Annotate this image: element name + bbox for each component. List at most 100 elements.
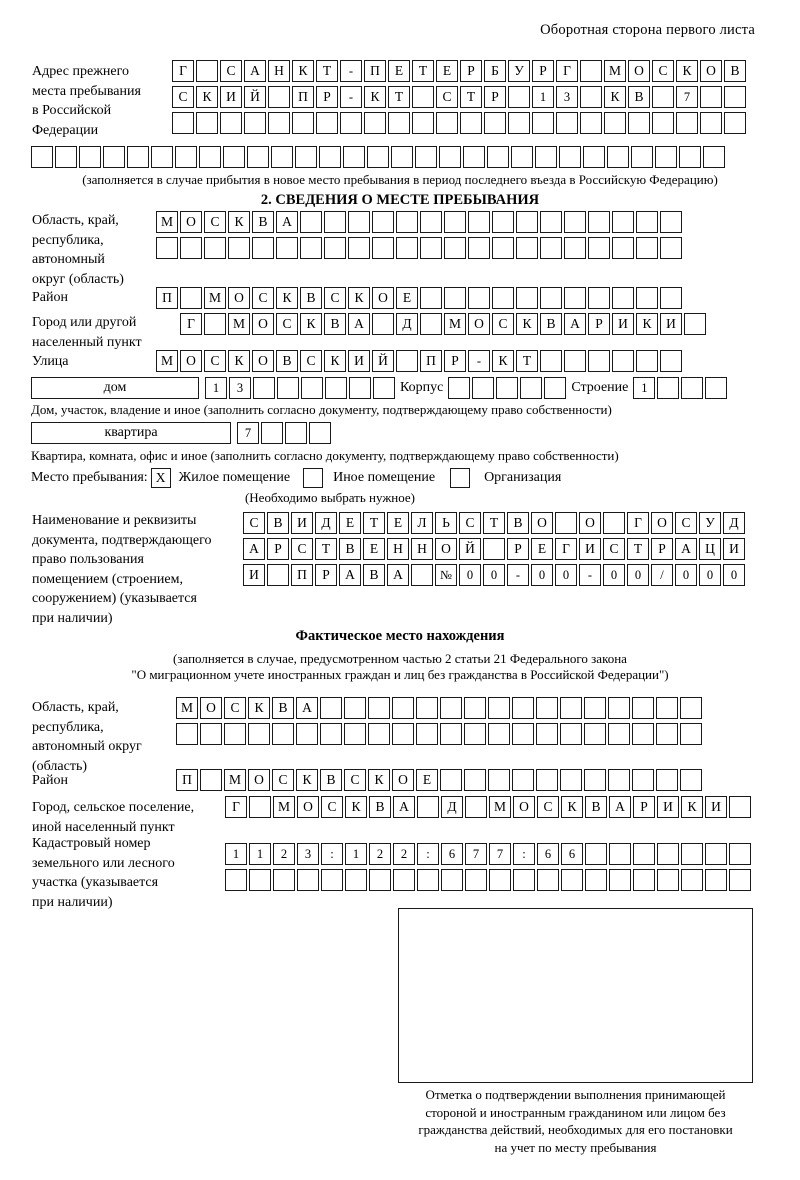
form-cell[interactable] [372,313,394,335]
form-cell[interactable] [705,869,727,891]
form-cell[interactable]: О [248,769,270,791]
form-cell[interactable]: Г [555,538,577,560]
form-cell[interactable] [652,86,674,108]
form-cell[interactable] [196,60,218,82]
form-cell[interactable]: К [296,769,318,791]
form-cell[interactable] [367,146,389,168]
form-cell[interactable] [656,769,678,791]
form-cell[interactable]: А [348,313,370,335]
form-cell[interactable] [388,112,410,134]
form-cell[interactable] [511,146,533,168]
form-cell[interactable]: С [324,287,346,309]
form-cell[interactable]: С [603,538,625,560]
form-cell[interactable] [309,422,331,444]
form-cell[interactable] [321,869,343,891]
form-cell[interactable]: / [651,564,673,586]
form-cell[interactable]: О [513,796,535,818]
form-cell[interactable] [540,350,562,372]
form-cell[interactable]: А [675,538,697,560]
form-cell[interactable] [564,287,586,309]
checkbox-inoe[interactable] [303,468,324,488]
form-cell[interactable]: Р [460,60,482,82]
form-cell[interactable] [297,869,319,891]
form-cell[interactable] [555,512,577,534]
form-cell[interactable]: А [244,60,266,82]
form-cell[interactable]: : [417,843,439,865]
form-cell[interactable] [249,796,271,818]
prev-address-row-full[interactable] [31,146,725,168]
form-cell[interactable] [464,697,486,719]
form-cell[interactable] [440,723,462,745]
form-cell[interactable] [612,211,634,233]
form-cell[interactable]: Т [315,538,337,560]
form-cell[interactable] [628,112,650,134]
form-cell[interactable]: И [723,538,745,560]
form-cell[interactable] [420,237,442,259]
form-cell[interactable]: С [321,796,343,818]
form-cell[interactable] [656,697,678,719]
form-cell[interactable]: Р [267,538,289,560]
form-cell[interactable] [417,869,439,891]
form-cell[interactable]: Ц [699,538,721,560]
form-cell[interactable] [436,112,458,134]
form-cell[interactable] [512,697,534,719]
form-cell[interactable] [295,146,317,168]
form-cell[interactable] [439,146,461,168]
form-cell[interactable]: В [324,313,346,335]
form-cell[interactable]: П [292,86,314,108]
form-cell[interactable] [508,86,530,108]
form-cell[interactable]: К [516,313,538,335]
form-cell[interactable] [588,211,610,233]
form-cell[interactable]: О [180,350,202,372]
form-cell[interactable]: О [392,769,414,791]
form-cell[interactable]: Е [388,60,410,82]
form-cell[interactable] [609,843,631,865]
form-cell[interactable] [492,287,514,309]
form-cell[interactable] [448,377,471,399]
form-cell[interactable] [612,287,634,309]
form-cell[interactable]: Т [388,86,410,108]
form-cell[interactable] [636,237,658,259]
form-cell[interactable]: В [272,697,294,719]
form-cell[interactable]: 2 [273,843,295,865]
form-cell[interactable] [465,796,487,818]
form-cell[interactable] [319,146,341,168]
form-cell[interactable] [540,211,562,233]
form-cell[interactable] [633,869,655,891]
form-cell[interactable]: В [724,60,746,82]
form-cell[interactable]: О [579,512,601,534]
form-cell[interactable] [416,723,438,745]
form-cell[interactable] [540,237,562,259]
form-cell[interactable] [175,146,197,168]
form-cell[interactable] [540,287,562,309]
form-cell[interactable]: К [345,796,367,818]
form-cell[interactable]: Й [244,86,266,108]
form-cell[interactable] [268,86,290,108]
form-cell[interactable]: В [628,86,650,108]
form-cell[interactable]: И [705,796,727,818]
form-cell[interactable]: Р [484,86,506,108]
form-cell[interactable]: 7 [465,843,487,865]
form-cell[interactable] [463,146,485,168]
form-cell[interactable]: В [507,512,529,534]
form-cell[interactable]: И [220,86,242,108]
form-cell[interactable] [604,112,626,134]
form-cell[interactable] [460,112,482,134]
form-cell[interactable] [632,769,654,791]
form-cell[interactable] [151,146,173,168]
form-cell[interactable]: П [291,564,313,586]
form-cell[interactable] [612,237,634,259]
form-cell[interactable] [680,723,702,745]
form-cell[interactable]: Е [531,538,553,560]
form-cell[interactable] [564,237,586,259]
form-cell[interactable] [392,723,414,745]
form-cell[interactable]: 1 [345,843,367,865]
form-cell[interactable] [588,287,610,309]
form-cell[interactable] [484,112,506,134]
form-cell[interactable]: 7 [489,843,511,865]
form-cell[interactable] [588,237,610,259]
form-cell[interactable]: - [579,564,601,586]
